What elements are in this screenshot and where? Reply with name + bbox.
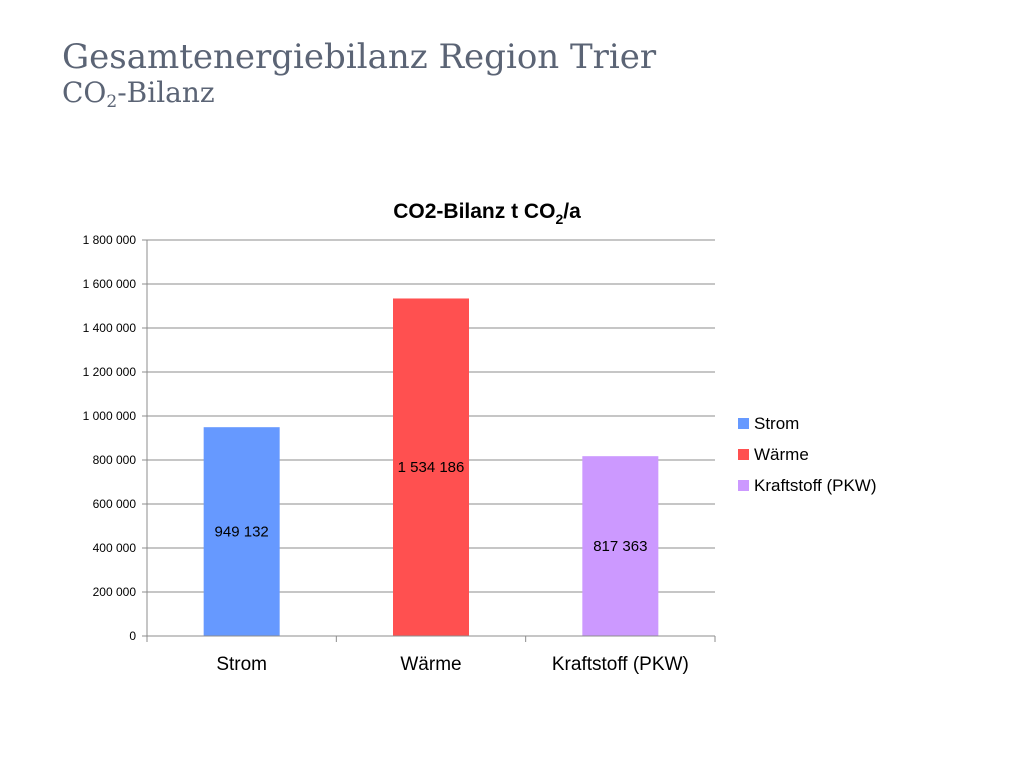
y-tick-label: 1 400 000	[83, 321, 137, 335]
chart-title-suffix: /a	[563, 200, 581, 223]
chart-title: CO2-Bilanz t CO2/a	[393, 200, 581, 227]
slide-subtitle-suffix: -Bilanz	[117, 76, 215, 110]
y-tick-label: 0	[129, 629, 136, 643]
bars: 949 132 1 534 186 817 363	[203, 298, 659, 636]
chart-title-sub: 2	[555, 211, 563, 227]
legend-label: Wärme	[754, 445, 809, 464]
bar-value-label: 949 132	[215, 524, 269, 541]
bar-value-label: 1 534 186	[398, 459, 465, 476]
legend-swatch	[738, 449, 749, 460]
y-tick-label: 1 600 000	[83, 277, 137, 291]
y-tick-label: 400 000	[93, 541, 137, 555]
axes	[146, 240, 716, 642]
bar	[203, 427, 280, 636]
x-tick-label: Wärme	[400, 654, 461, 675]
slide-subtitle-sub: 2	[106, 92, 118, 113]
slide-subtitle: CO2-Bilanz	[62, 76, 656, 113]
chart-title-prefix: CO2-Bilanz t CO	[393, 200, 555, 223]
slide-title-main: Gesamtenergiebilanz Region Trier	[62, 37, 657, 77]
y-tick-label: 200 000	[93, 585, 137, 599]
x-tick-label: Strom	[216, 654, 267, 675]
slide-title: Gesamtenergiebilanz Region Trier CO2-Bil…	[62, 37, 657, 113]
slide-subtitle-prefix: CO	[62, 76, 107, 110]
x-axis-labels: Strom Wärme Kraftstoff (PKW)	[216, 654, 688, 675]
y-tick-label: 600 000	[93, 497, 137, 511]
x-tick-label: Kraftstoff (PKW)	[552, 654, 689, 675]
y-tick-label: 1 800 000	[83, 233, 137, 247]
bar	[582, 456, 659, 636]
y-tick-label: 1 200 000	[83, 365, 137, 379]
legend: Strom Wärme Kraftstoff (PKW)	[738, 414, 877, 495]
legend-label: Strom	[754, 414, 799, 433]
bar-value-label: 817 363	[593, 538, 647, 555]
y-axis-ticks: 0 200 000 400 000 600 000 800 000 1 000 000 1 …	[83, 233, 147, 643]
y-tick-label: 800 000	[93, 453, 137, 467]
y-tick-label: 1 000 000	[83, 409, 137, 423]
legend-swatch	[738, 480, 749, 491]
legend-label: Kraftstoff (PKW)	[754, 476, 877, 495]
legend-swatch	[738, 418, 749, 429]
bar	[393, 298, 469, 636]
